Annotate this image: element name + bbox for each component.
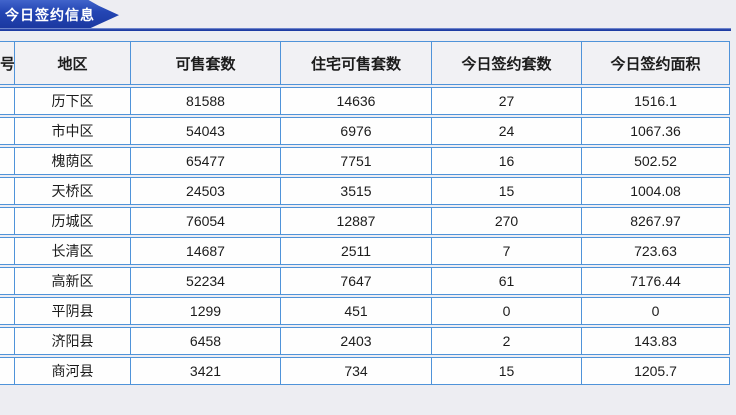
cell-index — [0, 357, 14, 385]
table-row: 历下区 81588 14636 27 1516.1 — [0, 87, 730, 115]
cell-signed_today: 270 — [431, 207, 581, 235]
table-row: 槐荫区 65477 7751 16 502.52 — [0, 147, 730, 175]
cell-available: 81588 — [130, 87, 280, 115]
cell-signed_today: 7 — [431, 237, 581, 265]
cell-signed_today: 16 — [431, 147, 581, 175]
cell-signed_today: 0 — [431, 297, 581, 325]
cell-signed_today: 15 — [431, 177, 581, 205]
tab-label: 今日签约信息 — [5, 6, 95, 23]
cell-available: 76054 — [130, 207, 280, 235]
cell-residential_available: 7647 — [280, 267, 431, 295]
signing-info-table-wrap: 号地区 可售套数 住宅可售套数 今日签约套数 今日签约面积 历下区 81588 14636 2… — [0, 39, 731, 387]
cell-area_today: 502.52 — [581, 147, 730, 175]
cell-area_today: 1516.1 — [581, 87, 730, 115]
cell-signed_today: 24 — [431, 117, 581, 145]
column-header-signed_today: 今日签约套数 — [431, 41, 581, 85]
cell-index — [0, 87, 14, 115]
tab-today-signing-info[interactable]: 今日签约信息 — [0, 0, 119, 29]
cell-district: 平阴县 — [14, 297, 130, 325]
table-row: 天桥区 24503 3515 15 1004.08 — [0, 177, 730, 205]
cell-index — [0, 177, 14, 205]
cell-available: 52234 — [130, 267, 280, 295]
signing-info-table: 号地区 可售套数 住宅可售套数 今日签约套数 今日签约面积 历下区 81588 14636 2… — [0, 39, 730, 387]
cell-district: 高新区 — [14, 267, 130, 295]
cell-area_today: 1004.08 — [581, 177, 730, 205]
table-row: 平阴县 1299 451 0 0 — [0, 297, 730, 325]
cell-area_today: 723.63 — [581, 237, 730, 265]
cell-district: 历城区 — [14, 207, 130, 235]
tab-bar: 今日签约信息 — [0, 0, 736, 31]
cell-signed_today: 15 — [431, 357, 581, 385]
column-header-available: 可售套数 — [130, 41, 280, 85]
cell-signed_today: 61 — [431, 267, 581, 295]
cell-area_today: 143.83 — [581, 327, 730, 355]
column-header-index: 号 — [0, 41, 14, 85]
cell-district: 长清区 — [14, 237, 130, 265]
cell-residential_available: 2511 — [280, 237, 431, 265]
column-header-district: 地区 — [14, 41, 130, 85]
table-row: 市中区 54043 6976 24 1067.36 — [0, 117, 730, 145]
tab-underline — [0, 28, 731, 31]
cell-district: 商河县 — [14, 357, 130, 385]
cell-available: 14687 — [130, 237, 280, 265]
cell-signed_today: 27 — [431, 87, 581, 115]
cell-index — [0, 147, 14, 175]
cell-available: 3421 — [130, 357, 280, 385]
cell-area_today: 8267.97 — [581, 207, 730, 235]
cell-district: 槐荫区 — [14, 147, 130, 175]
cell-available: 1299 — [130, 297, 280, 325]
cell-available: 24503 — [130, 177, 280, 205]
cell-district: 天桥区 — [14, 177, 130, 205]
cell-index — [0, 117, 14, 145]
cell-area_today: 7176.44 — [581, 267, 730, 295]
cell-district: 市中区 — [14, 117, 130, 145]
cell-residential_available: 12887 — [280, 207, 431, 235]
cell-residential_available: 2403 — [280, 327, 431, 355]
cell-index — [0, 327, 14, 355]
cell-area_today: 1067.36 — [581, 117, 730, 145]
cell-residential_available: 734 — [280, 357, 431, 385]
cell-index — [0, 237, 14, 265]
column-header-residential_available: 住宅可售套数 — [280, 41, 431, 85]
table-row: 历城区 76054 12887 270 8267.97 — [0, 207, 730, 235]
cell-district: 济阳县 — [14, 327, 130, 355]
table-header: 号地区 可售套数 住宅可售套数 今日签约套数 今日签约面积 — [0, 41, 730, 85]
cell-area_today: 1205.7 — [581, 357, 730, 385]
cell-residential_available: 14636 — [280, 87, 431, 115]
cell-residential_available: 7751 — [280, 147, 431, 175]
cell-index — [0, 267, 14, 295]
cell-area_today: 0 — [581, 297, 730, 325]
table-row: 商河县 3421 734 15 1205.7 — [0, 357, 730, 385]
cell-available: 54043 — [130, 117, 280, 145]
table-row: 高新区 52234 7647 61 7176.44 — [0, 267, 730, 295]
cell-available: 65477 — [130, 147, 280, 175]
cell-signed_today: 2 — [431, 327, 581, 355]
cell-residential_available: 6976 — [280, 117, 431, 145]
cell-available: 6458 — [130, 327, 280, 355]
table-row: 济阳县 6458 2403 2 143.83 — [0, 327, 730, 355]
cell-residential_available: 3515 — [280, 177, 431, 205]
cell-district: 历下区 — [14, 87, 130, 115]
column-header-area_today: 今日签约面积 — [581, 41, 730, 85]
cell-index — [0, 207, 14, 235]
cell-residential_available: 451 — [280, 297, 431, 325]
cell-index — [0, 297, 14, 325]
table-body: 历下区 81588 14636 27 1516.1 市中区 54043 6976 24 1067.… — [0, 87, 730, 385]
table-row: 长清区 14687 2511 7 723.63 — [0, 237, 730, 265]
table-header-row: 号地区 可售套数 住宅可售套数 今日签约套数 今日签约面积 — [0, 41, 730, 85]
